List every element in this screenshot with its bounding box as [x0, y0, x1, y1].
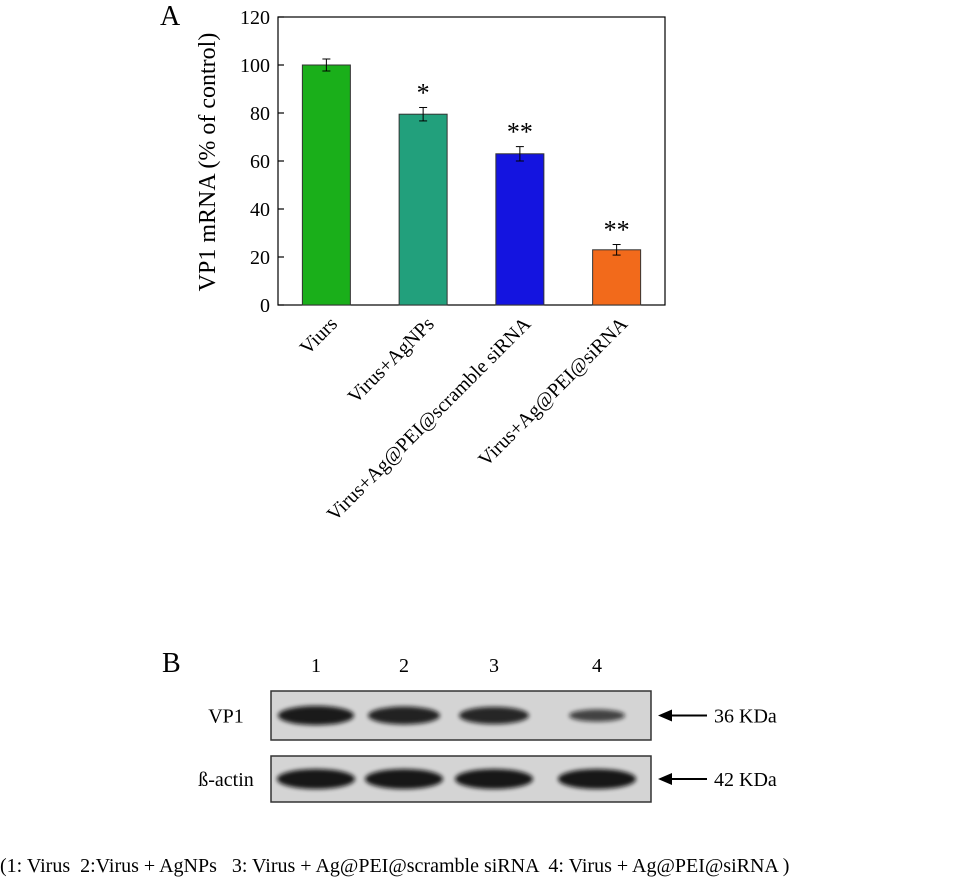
lane-number: 1 — [311, 655, 321, 677]
lane-number: 4 — [592, 655, 602, 677]
y-tick-label: 100 — [240, 55, 270, 77]
protein-band — [569, 709, 625, 722]
arrow-head — [658, 773, 672, 785]
y-tick-label: 0 — [260, 295, 270, 317]
bar-chart: 0 20 40 60 80 100 120 Viurs * Virus+AgNPs ** Virus+… — [240, 7, 666, 526]
x-tick-label: Virus+AgNPs — [344, 313, 439, 408]
protein-band — [368, 706, 440, 725]
y-tick-label: 120 — [240, 7, 270, 29]
x-tick-label: Virus+Ag@PEI@scramble siRNA — [323, 313, 536, 526]
bar — [592, 249, 642, 306]
y-tick-label: 60 — [250, 151, 270, 173]
protein-band — [455, 769, 533, 789]
y-tick-label: 80 — [250, 103, 270, 125]
western-blot: 1 2 3 4 VP1 36 KDa ß-actin 42 KDa — [198, 655, 777, 803]
protein-band — [365, 769, 443, 789]
blot-row-label: ß-actin — [198, 769, 254, 791]
protein-band — [558, 769, 636, 789]
protein-band — [278, 705, 354, 726]
arrow-head — [658, 709, 672, 722]
significance-marker: * — [417, 78, 430, 107]
bar — [398, 113, 448, 306]
lane-number: 2 — [399, 655, 409, 677]
y-axis-label: VP1 mRNA (% of control) — [195, 33, 221, 292]
molecular-weight-label: 36 KDa — [714, 706, 777, 728]
significance-marker: ** — [507, 118, 533, 147]
panel-b-label: B — [162, 648, 181, 679]
bar — [495, 153, 545, 306]
lane-number: 3 — [489, 655, 499, 677]
blot-row-label: VP1 — [208, 706, 244, 728]
protein-band — [277, 769, 355, 789]
bar — [301, 64, 351, 306]
y-tick-label: 20 — [250, 247, 270, 269]
protein-band — [459, 706, 529, 725]
molecular-weight-label: 42 KDa — [714, 769, 777, 791]
panel-a-label: A — [160, 1, 181, 32]
x-tick-label: Viurs — [296, 313, 342, 359]
y-tick-label: 40 — [250, 199, 270, 221]
significance-marker: ** — [604, 216, 630, 245]
legend-text: (1: Virus 2:Virus + AgNPs 3: Virus + Ag@… — [0, 855, 789, 877]
